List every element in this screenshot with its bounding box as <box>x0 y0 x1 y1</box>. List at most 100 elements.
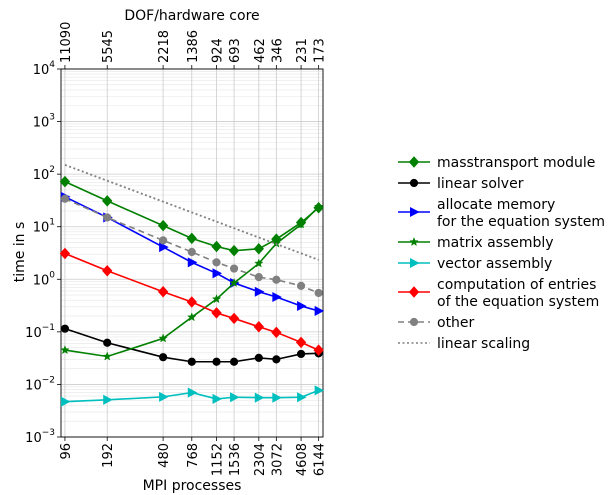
legend-marker <box>410 257 420 269</box>
legend-label: matrix assembly <box>437 235 554 251</box>
x-tick-label: 6144 <box>313 443 328 476</box>
data-point <box>157 285 169 298</box>
data-point <box>60 324 70 333</box>
top-tick-label: 462 <box>253 38 268 63</box>
data-point <box>59 175 71 188</box>
x-tick-label: 1152 <box>211 443 226 476</box>
data-point <box>229 264 239 273</box>
data-point <box>60 396 71 407</box>
data-point <box>212 258 221 267</box>
data-point <box>211 294 222 304</box>
data-point <box>254 286 265 297</box>
x-tick-label: 3072 <box>270 443 285 476</box>
data-point <box>103 213 112 222</box>
data-point <box>187 387 198 398</box>
legend-label: computation of entries of the equation sy… <box>437 277 599 310</box>
data-point <box>313 201 324 211</box>
x-tick-label: 96 <box>59 443 74 460</box>
y-tick-label: 102 <box>33 165 55 183</box>
x-tick-label: 192 <box>101 443 116 468</box>
data-point <box>103 394 113 405</box>
data-point <box>159 242 169 253</box>
series-line <box>64 164 319 261</box>
data-point <box>59 247 71 260</box>
legend-label: allocate memory for the equation system <box>437 197 605 230</box>
data-point <box>272 275 281 284</box>
data-point <box>295 336 307 349</box>
data-point <box>60 345 70 355</box>
y-tick-label: 101 <box>33 218 55 236</box>
data-point <box>159 353 168 362</box>
legend-marker <box>408 286 420 298</box>
data-point <box>254 353 263 362</box>
top-tick-label: 11090 <box>59 22 74 63</box>
top-tick-label: 5545 <box>101 30 116 63</box>
plot-area: 10−3 10−2 10−1 100 101 102 103 104 96 11090 192 554… <box>25 22 327 476</box>
data-point <box>253 321 264 333</box>
data-point <box>297 300 307 312</box>
x-tick-label: 480 <box>157 443 172 468</box>
legend-marker <box>408 156 420 168</box>
data-point <box>254 392 265 403</box>
series-line <box>64 327 319 363</box>
data-point <box>102 195 113 207</box>
data-point <box>158 333 168 343</box>
data-point <box>229 277 239 288</box>
data-point <box>228 312 240 325</box>
data-point <box>296 349 306 359</box>
data-point <box>254 258 264 268</box>
data-point <box>187 357 196 366</box>
data-point <box>313 344 324 356</box>
y-tick-label: 10−1 <box>25 323 55 341</box>
legend-marker <box>409 317 419 327</box>
data-point <box>102 351 112 361</box>
data-point <box>157 219 169 232</box>
data-point <box>187 257 198 268</box>
series-line <box>64 389 319 403</box>
data-point <box>212 357 221 366</box>
top-tick-label: 2218 <box>157 30 172 63</box>
series-line <box>64 180 320 252</box>
top-tick-label: 173 <box>313 38 328 63</box>
data-point <box>103 338 112 347</box>
top-tick-label: 346 <box>270 38 285 63</box>
data-point <box>253 243 264 255</box>
data-point <box>159 236 168 245</box>
series-line <box>64 196 319 312</box>
data-point <box>212 268 223 279</box>
series-line <box>64 206 320 358</box>
data-point <box>187 247 196 257</box>
data-point <box>228 244 240 257</box>
data-point <box>212 393 223 404</box>
data-point <box>314 385 325 396</box>
data-point <box>229 357 239 366</box>
y-tick-label: 10−2 <box>25 375 55 393</box>
y-tick-label: 10−3 <box>25 428 55 446</box>
y-tick-label: 104 <box>33 60 56 78</box>
data-point <box>271 326 282 339</box>
data-point <box>159 391 169 402</box>
data-point <box>60 194 70 203</box>
data-point <box>296 281 306 290</box>
data-point <box>314 305 325 316</box>
legend-marker <box>409 236 419 247</box>
legend-label: other <box>437 315 475 331</box>
y-tick-label: 100 <box>33 270 56 288</box>
data-point <box>314 288 323 298</box>
chart-legend: masstransport module linear solver allocat… <box>398 155 605 352</box>
data-point <box>297 392 307 403</box>
data-point <box>272 392 282 403</box>
y-axis-title: time in s <box>12 222 28 283</box>
legend-marker <box>409 178 419 188</box>
data-point <box>272 291 282 303</box>
top-tick-label: 693 <box>228 38 243 63</box>
legend-label: linear scaling <box>437 336 530 352</box>
legend-marker <box>410 206 420 218</box>
top-tick-label: 924 <box>211 38 226 63</box>
data-point <box>254 273 263 282</box>
data-point <box>186 296 197 308</box>
x-axis-title: MPI processes <box>143 478 242 494</box>
series-line <box>64 252 319 351</box>
x-tick-label: 2304 <box>253 443 268 476</box>
